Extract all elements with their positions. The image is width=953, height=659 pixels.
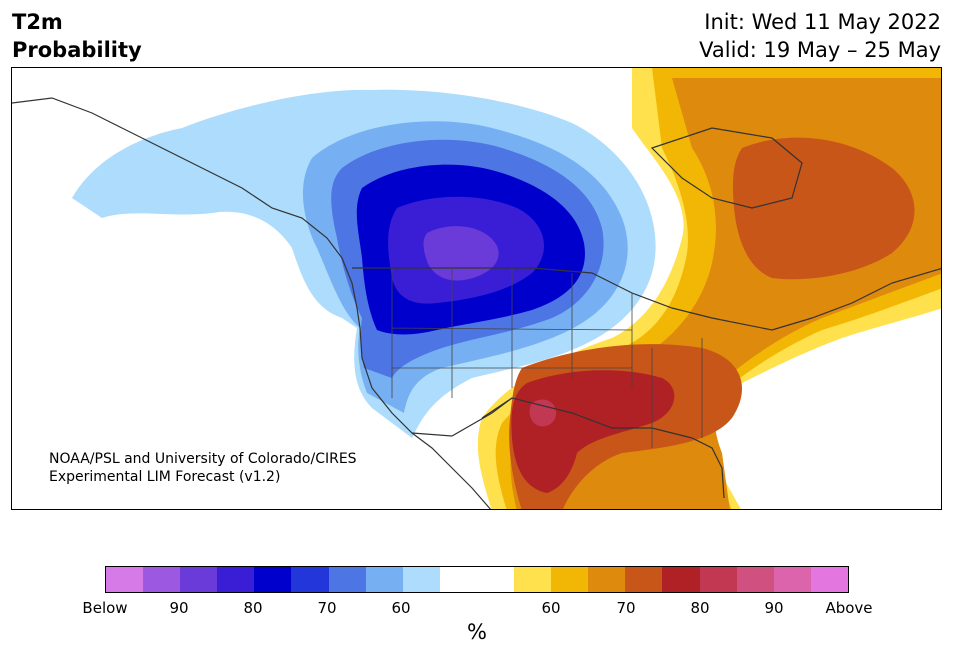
- colorbar-segment: [254, 567, 292, 592]
- map-title: T2m Probability: [12, 8, 142, 64]
- colorbar-segment: [662, 567, 700, 592]
- tick-above-80: 80: [690, 599, 710, 617]
- tick-above-60: 60: [541, 599, 561, 617]
- colorbar-segment: [143, 567, 181, 592]
- valid-range: Valid: 19 May – 25 May: [699, 38, 941, 62]
- colorbar-segment: [736, 567, 774, 592]
- colorbar-segment: [514, 567, 552, 592]
- colorbar-segment: [180, 567, 218, 592]
- forecast-dates: Init: Wed 11 May 2022 Valid: 19 May – 25…: [699, 8, 941, 64]
- state-lines: [391, 268, 703, 448]
- variable-label: T2m: [12, 10, 63, 34]
- colorbar-segment: [476, 567, 515, 592]
- credit-line-2: Experimental LIM Forecast (v1.2): [49, 469, 281, 485]
- colorbar-segment: [106, 567, 144, 592]
- tick-above-90: 90: [764, 599, 784, 617]
- tick-below: Below: [82, 599, 128, 617]
- colorbar-unit: %: [467, 620, 487, 644]
- colorbar-segment: [402, 567, 440, 592]
- tick-below-60: 60: [391, 599, 411, 617]
- probability-colorbar: [105, 566, 849, 593]
- colorbar-segment: [699, 567, 737, 592]
- contour-below-max: [423, 226, 499, 281]
- colorbar-segment: [365, 567, 403, 592]
- colorbar-segment: [773, 567, 811, 592]
- above-normal-regions: [477, 68, 941, 509]
- product-label: Probability: [12, 38, 142, 62]
- west-coastline: [12, 97, 492, 509]
- tick-below-80: 80: [243, 599, 263, 617]
- colorbar-segment: [551, 567, 589, 592]
- colorbar-segment: [328, 567, 366, 592]
- map-outlines: [12, 97, 941, 509]
- colorbar-segment: [810, 567, 848, 592]
- tick-below-70: 70: [317, 599, 337, 617]
- below-normal-regions: [72, 89, 656, 438]
- map-svg: [12, 68, 941, 509]
- colorbar-segment: [217, 567, 255, 592]
- colorbar-segment: [588, 567, 626, 592]
- contour-above-90: [511, 370, 675, 493]
- east-coastline: [711, 267, 941, 331]
- forecast-credit: NOAA/PSL and University of Colorado/CIRE…: [49, 450, 357, 486]
- colorbar-segment: [291, 567, 329, 592]
- credit-line-1: NOAA/PSL and University of Colorado/CIRE…: [49, 451, 357, 467]
- us-canada-border: [352, 267, 713, 319]
- forecast-map: [11, 67, 942, 510]
- colorbar-segment: [625, 567, 663, 592]
- contour-above-max: [529, 399, 557, 427]
- init-date: Init: Wed 11 May 2022: [704, 10, 941, 34]
- tick-above: Above: [825, 599, 873, 617]
- us-mexico-border: [411, 397, 513, 437]
- colorbar-segment: [439, 567, 477, 592]
- tick-above-70: 70: [616, 599, 636, 617]
- hudson-bay-coast: [650, 127, 803, 209]
- tick-below-90: 90: [169, 599, 189, 617]
